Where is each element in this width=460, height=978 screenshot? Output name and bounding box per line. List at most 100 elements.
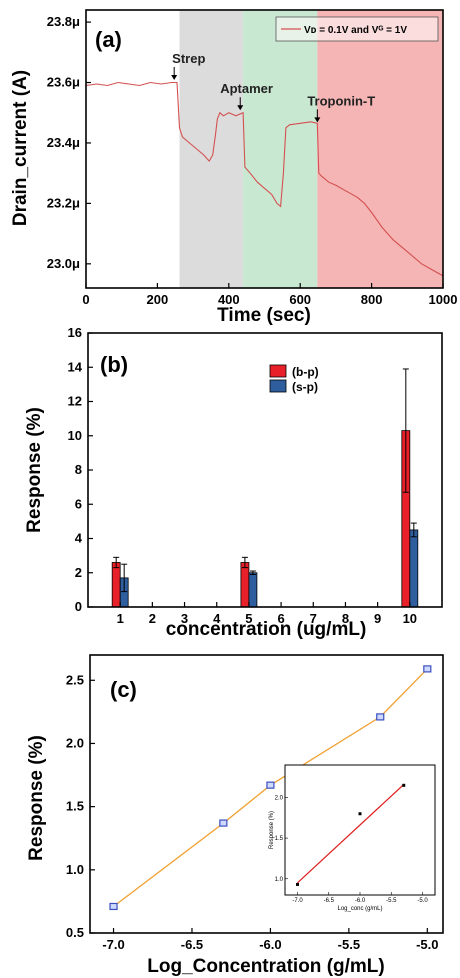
inset-y-label: Response (%) [269,811,275,849]
panel-a-y-label: Drain_current (A) [10,70,31,226]
legend-swatch-bp [269,364,287,378]
annotation-troponin-t: Troponin-T [307,93,375,123]
error-bar-bp-5 [241,556,248,569]
panel-b-x-tick: 1 [117,611,124,626]
inset-chart: -7.0 -6.5 -6.0 -5.5 -5.0 1.0 1.5 2.0 Log_conc (g… [269,764,436,912]
error-bar-bp-10 [402,368,409,493]
panel-a-y-tick: 23.8μ [47,14,80,29]
drain-current-line [85,81,444,277]
panel-b-x-label: concentration (ug/mL) [166,619,367,640]
panel-c-y-tick: 2.0 [66,735,84,750]
svg-text:Troponin-T: Troponin-T [307,93,375,108]
annotation-strep: Strep [171,51,205,81]
panel-a-y-tick: 23.2μ [47,195,80,210]
svg-text:Aptamer: Aptamer [220,81,273,96]
panel-b-y-tick: 6 [75,496,82,511]
panel-c-y-tick: 2.5 [66,672,84,687]
panel-b-y-tick: 4 [75,531,83,546]
panel-c-y-tick: 1.5 [66,799,84,814]
panel-c-frame [89,654,444,934]
panel-c-x-tick: -6.5 [181,937,203,952]
svg-text:Strep: Strep [172,51,205,66]
bar-sp-10 [409,529,419,608]
panel-a-x-label: Time (sec) [217,305,311,326]
bar-sp-5 [248,572,258,608]
panel-b-x-tick: 10 [403,611,417,626]
panel-b-y-tick: 8 [75,462,82,477]
panel-b-x-tick: 5 [245,611,252,626]
data-point [376,713,385,721]
error-bar-sp-5 [249,570,256,575]
panel-c-x-tick: -7.0 [102,937,124,952]
panel-a-x-tick: 1000 [429,292,458,307]
panel-b-y-tick: 14 [68,359,83,374]
panel-c-y-tick: 0.5 [66,925,84,940]
panel-c-y-label: Response (%) [26,735,47,861]
region-1 [243,10,318,288]
panel-b-x-tick: 4 [213,611,221,626]
panel-a-label: (a) [95,27,122,52]
legend-label-bp: (b-p) [292,365,319,379]
panel-a-legend-label: Vᴅ = 0.1V and Vᴳ = 1V [304,25,407,36]
panel-a-x-tick: 0 [82,292,89,307]
panel-b-y-tick: 2 [75,565,82,580]
panel-b-y-label: Response (%) [24,407,45,533]
panel-b-y-tick: 10 [68,428,82,443]
inset-x-tick: -7.0 [292,898,303,904]
panel-b-x-tick: 2 [149,611,156,626]
panel-a-y-tick: 23.6μ [47,75,80,90]
panel-a-x-tick: 400 [218,292,240,307]
panel-b-y-tick: 16 [68,325,82,340]
inset-point [358,812,362,816]
panel-a-x-tick: 800 [361,292,383,307]
panel-b-frame [87,332,443,608]
panel-a-frame [85,9,444,289]
panel-c: -7.0 -6.5 -6.0 -5.5 -5.0 0.5 1.0 1.5 2.0 2.5 -7.0… [26,654,444,977]
panel-c-x-tick: -5.0 [416,937,438,952]
panel-b-x-tick: 8 [342,611,349,626]
panel-a: 0 200 400 600 800 1000 23.0μ 23.2μ 23.4μ 23.6μ 23.… [10,9,458,326]
panel-b-x-tick: 6 [277,611,284,626]
panel-b-label: (b) [100,352,128,377]
panel-c-x-label: Log_Concentration (g/mL) [147,956,384,977]
panel-c-label: (c) [110,677,137,702]
panel-a-y-tick: 23.0μ [47,256,80,271]
inset-x-label: Log_conc (g/mL) [337,906,382,912]
panel-b-legend: (b-p) (s-p) [269,364,319,394]
panel-c-y-tick: 1.0 [66,862,84,877]
panel-b-x-tick: 7 [310,611,317,626]
panel-a-y-tick: 23.4μ [47,135,80,150]
panel-a-x-tick: 200 [147,292,169,307]
panel-b-y-tick: 12 [68,394,82,409]
panel-b-y-tick: 0 [75,599,82,614]
error-bar-bp-1 [113,556,120,569]
panel-c-x-tick: -5.5 [338,937,360,952]
panel-b-x-tick: 9 [374,611,381,626]
annotation-aptamer: Aptamer [220,81,273,111]
bar-bp-1 [111,562,121,608]
data-point [219,819,228,827]
inset-frame [284,764,436,896]
panel-a-x-tick: 600 [289,292,311,307]
bar-bp-5 [240,562,250,608]
inset-point [296,882,299,886]
panel-b-x-tick: 3 [181,611,188,626]
legend-swatch-sp [269,379,287,393]
legend-label-sp: (s-p) [292,380,318,394]
region-2 [317,10,443,288]
inset-fit-line [297,784,405,884]
inset-y-tick: 1.0 [275,877,284,883]
panel-c-x-tick: -6.0 [259,937,281,952]
data-point [266,781,275,789]
error-bar-sp-10 [410,522,417,538]
inset-x-tick: -6.0 [355,898,366,904]
inset-y-tick: 2.0 [275,796,284,802]
panel-a-legend: Vᴅ = 0.1V and Vᴳ = 1V [275,16,439,42]
data-point [423,665,432,673]
data-point [109,902,118,911]
region-0 [179,10,244,288]
inset-x-tick: -5.0 [417,898,428,904]
inset-y-tick: 1.5 [275,836,284,842]
